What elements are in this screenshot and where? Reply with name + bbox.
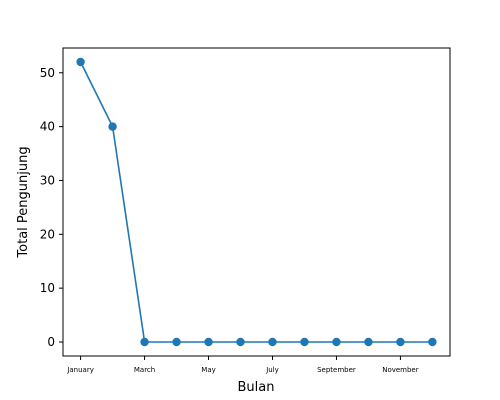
x-tick-label: November — [382, 366, 419, 374]
data-point — [140, 337, 149, 347]
x-axis-label: Bulan — [238, 380, 275, 395]
data-point — [300, 337, 309, 347]
y-tick-label: 10 — [40, 281, 55, 295]
y-tick-label: 40 — [40, 120, 55, 134]
data-point — [396, 337, 405, 347]
data-point — [268, 337, 277, 347]
data-point — [204, 337, 213, 347]
plot-frame — [62, 47, 451, 357]
data-point — [76, 57, 85, 67]
series-line — [79, 61, 433, 343]
data-point — [172, 337, 181, 347]
y-tick-label: 30 — [40, 173, 55, 187]
y-tick-label: 0 — [47, 335, 55, 349]
data-point — [332, 337, 341, 347]
plot-area: 0 10 20 30 40 50 January March May July September N… — [40, 47, 451, 374]
data-point — [364, 337, 373, 347]
x-tick-label: September — [317, 366, 356, 374]
y-axis-label: Total Pengunjung — [16, 146, 31, 258]
x-tick-label: January — [66, 366, 94, 374]
x-tick-label: March — [134, 366, 155, 374]
data-point — [108, 122, 117, 131]
x-tick-label: May — [201, 366, 215, 374]
data-point — [428, 337, 437, 347]
x-tick-label: July — [265, 366, 279, 374]
y-tick-label: 50 — [40, 66, 55, 80]
y-tick-label: 20 — [40, 227, 55, 241]
data-point — [236, 337, 245, 347]
